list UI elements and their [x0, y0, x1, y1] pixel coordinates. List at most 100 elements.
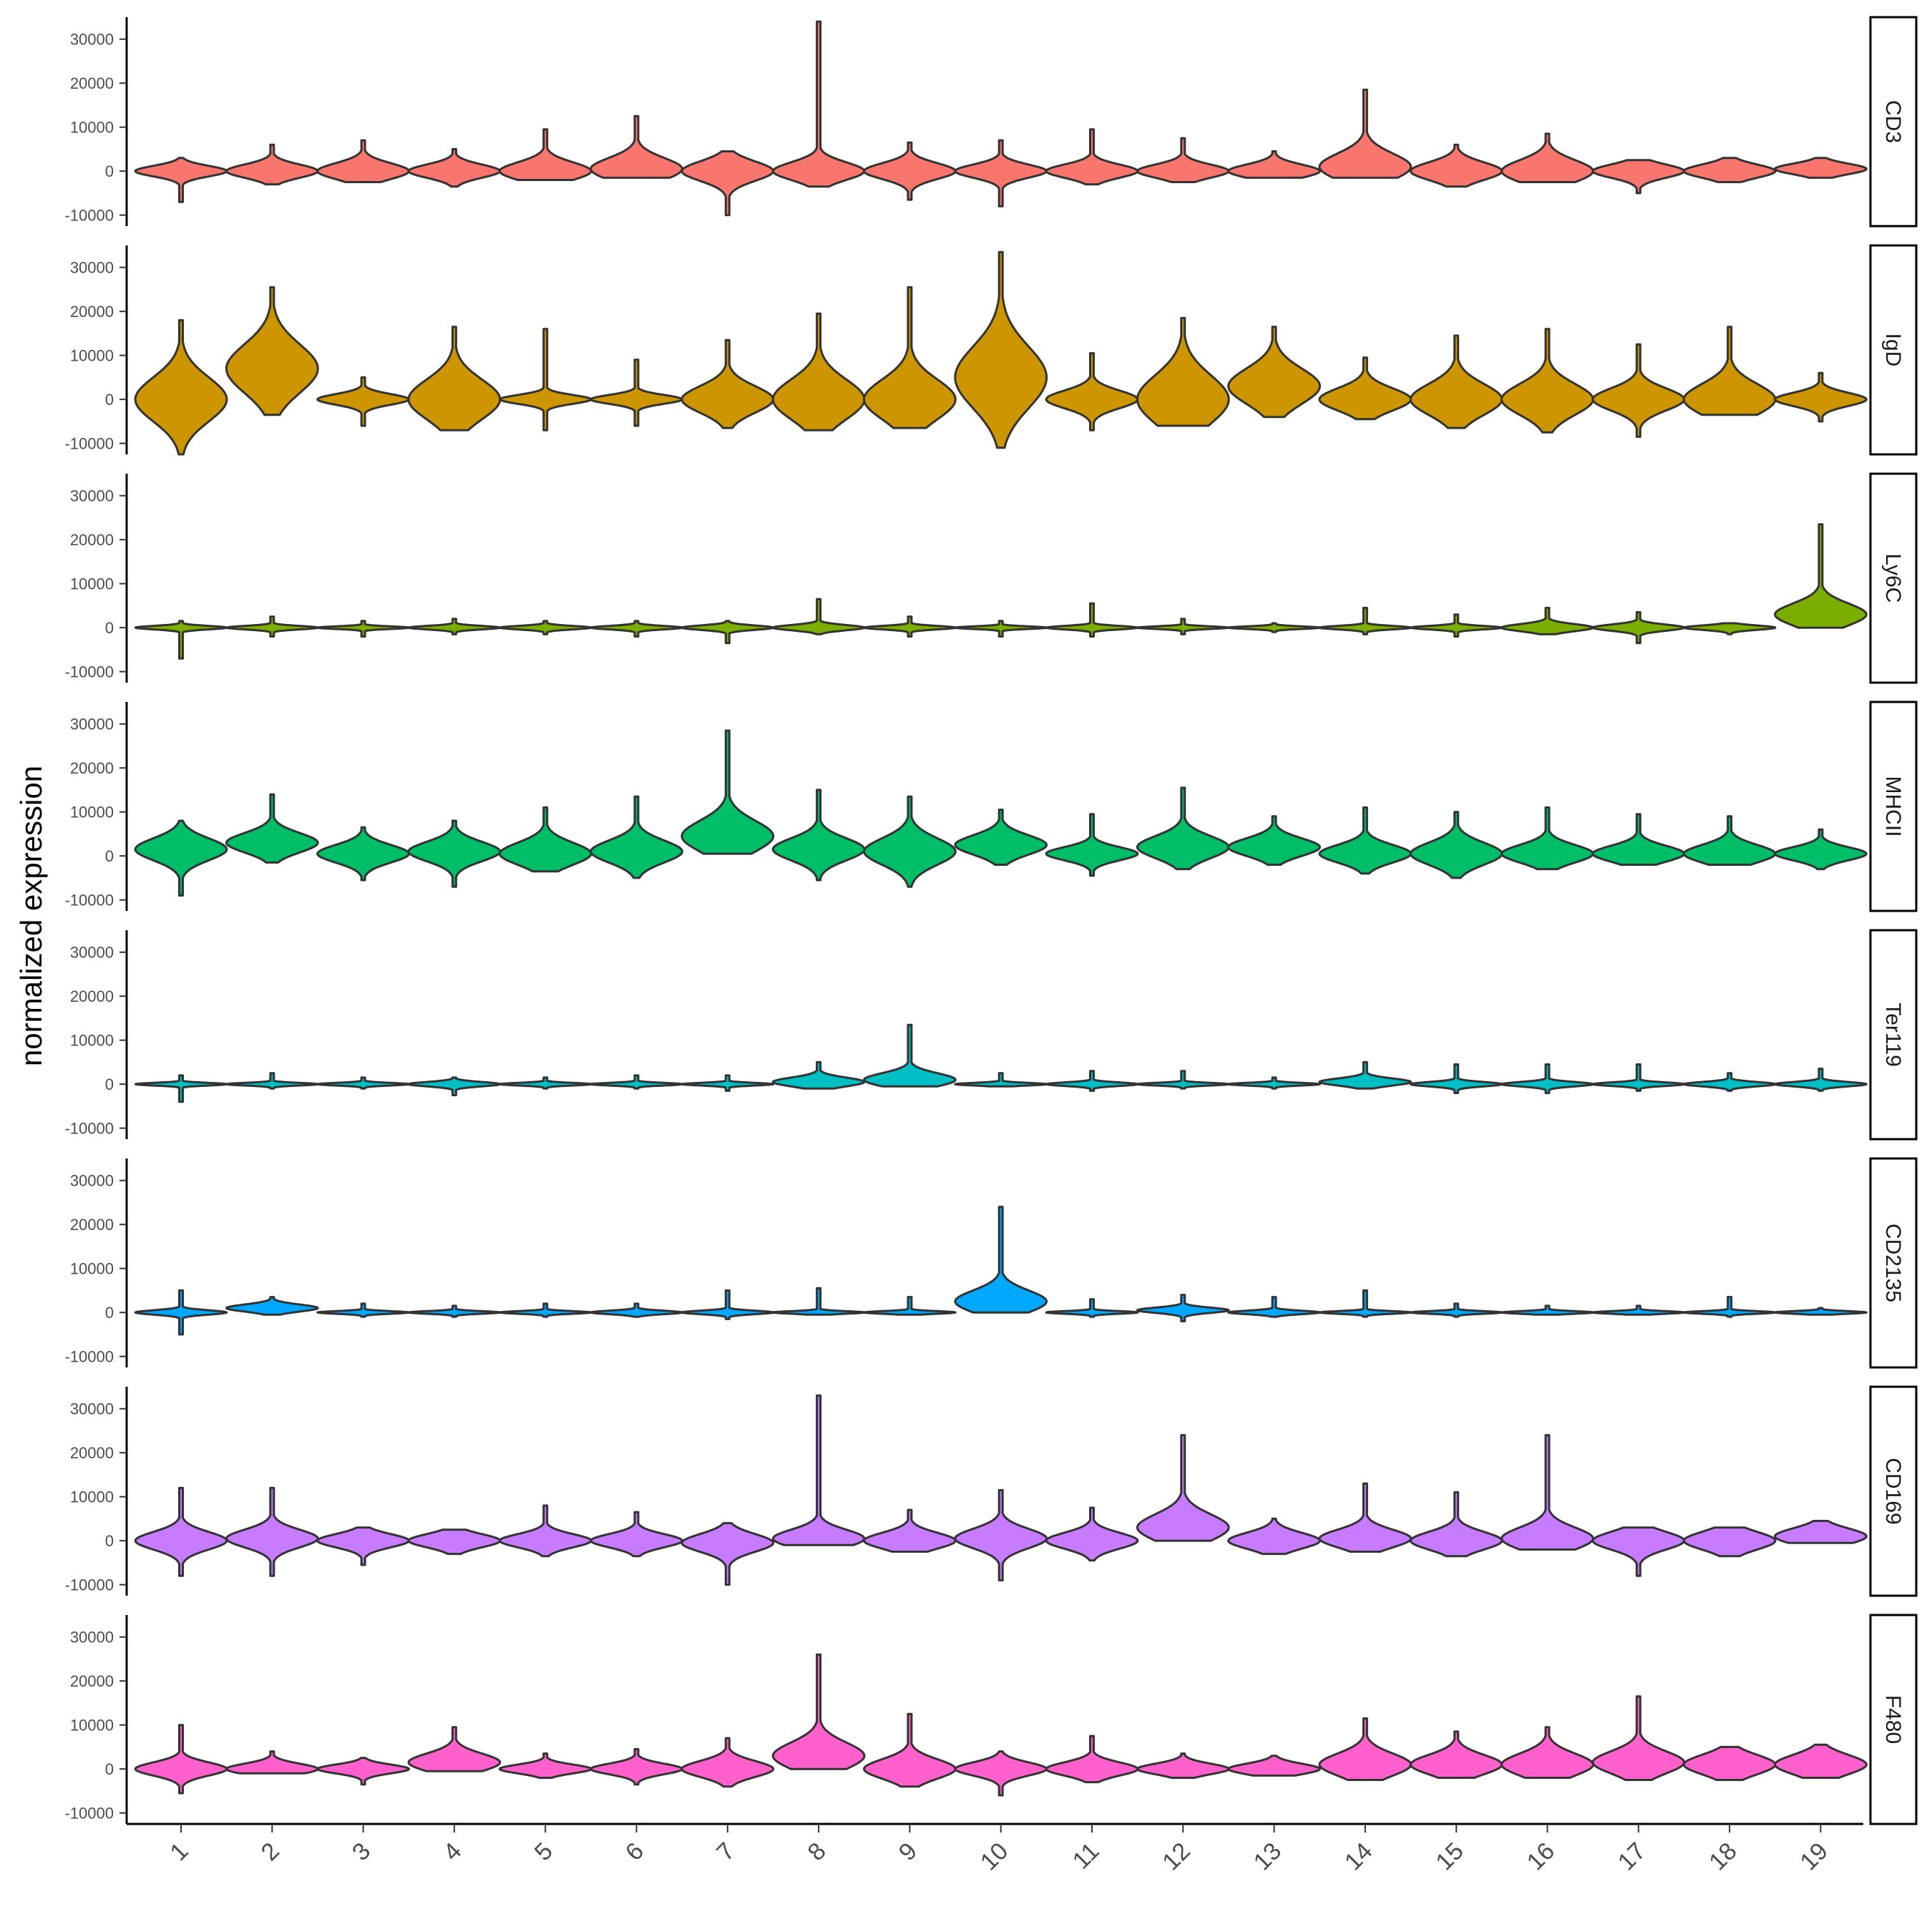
violin-cd169-19: [1774, 1520, 1868, 1544]
y-tick-label: 20000: [70, 987, 114, 1005]
facet-strip: [1869, 1385, 1918, 1597]
violin-ly6c-7: [680, 620, 775, 645]
violin-cd3-8: [772, 20, 866, 188]
violin-igd-10: [954, 250, 1048, 449]
violin-cd2135-7: [680, 1289, 774, 1320]
violin-igd-12: [1136, 316, 1230, 427]
violin-ly6c-8: [771, 597, 866, 635]
violin-cd2135-8: [771, 1287, 866, 1316]
violin-cd169-8: [772, 1394, 866, 1546]
y-tick-label: 0: [105, 847, 114, 865]
violin-cd3-16: [1501, 132, 1594, 183]
violin-ly6c-11: [1045, 602, 1139, 638]
violin-mhcii-1: [134, 819, 228, 897]
violin-mhcii-15: [1409, 811, 1503, 879]
violin-ter119-19: [1774, 1068, 1868, 1092]
x-tick-label: 8: [803, 1838, 831, 1866]
violin-cd3-18: [1682, 157, 1777, 183]
y-tick-label: 0: [105, 1532, 114, 1550]
facet-panel-cd169: -10000 0 10000 20000 30000 CD169: [64, 1385, 1918, 1597]
violin-cd3-10: [954, 139, 1048, 208]
violin-ter119-17: [1591, 1063, 1686, 1092]
violin-cd2135-17: [1591, 1304, 1686, 1316]
violin-cd3-11: [1045, 128, 1139, 186]
violin-f480-18: [1682, 1745, 1777, 1781]
violin-igd-14: [1318, 356, 1413, 421]
violin-igd-17: [1591, 343, 1686, 438]
y-tick-label: 0: [105, 1760, 114, 1778]
violin-ly6c-12: [1136, 618, 1230, 635]
violin-igd-18: [1682, 326, 1777, 416]
violin-ly6c-16: [1501, 607, 1594, 635]
violin-cd3-7: [680, 150, 775, 217]
x-tick-label: 13: [1249, 1838, 1287, 1876]
facet-strip-label: Ly6C: [1881, 554, 1905, 603]
facet-panel-ter119: -10000 0 10000 20000 30000 Ter119: [64, 929, 1918, 1141]
y-tick-label: 30000: [70, 1172, 114, 1190]
violin-ter119-9: [863, 1023, 957, 1088]
violin-ly6c-6: [590, 620, 683, 638]
violin-mhcii-13: [1227, 815, 1321, 866]
y-tick-label: 10000: [70, 1717, 114, 1735]
y-tick-label: -10000: [64, 1576, 114, 1594]
y-tick-label: 0: [105, 619, 114, 637]
facet-strip: [1869, 1157, 1918, 1369]
violin-ter119-16: [1501, 1063, 1594, 1094]
violin-cd169-9: [863, 1508, 957, 1553]
violin-cd2135-11: [1045, 1298, 1139, 1318]
violin-igd-6: [590, 358, 683, 427]
facet-strip: [1869, 701, 1918, 912]
violin-cd169-18: [1682, 1526, 1777, 1558]
violin-ly6c-9: [863, 615, 957, 638]
facet-strip-label: CD169: [1881, 1458, 1905, 1524]
violin-f480-7: [680, 1737, 775, 1788]
y-tick-label: 30000: [70, 1400, 114, 1418]
violin-cd3-9: [863, 141, 957, 201]
violin-mhcii-7: [680, 729, 775, 855]
violin-cd169-2: [225, 1486, 319, 1577]
violin-ter119-8: [771, 1060, 866, 1090]
violin-f480-10: [954, 1750, 1048, 1797]
y-tick-label: -10000: [64, 435, 114, 453]
x-tick-label: 19: [1795, 1838, 1833, 1876]
violin-cd169-7: [680, 1522, 775, 1586]
violin-mhcii-4: [407, 819, 502, 888]
facet-strip: [1869, 472, 1918, 684]
violin-ly6c-5: [498, 620, 592, 635]
y-tick-label: 30000: [70, 944, 114, 962]
y-tick-label: 20000: [70, 1216, 114, 1234]
violin-cd2135-16: [1501, 1304, 1594, 1316]
x-tick-label: 4: [438, 1838, 467, 1866]
violin-f480-12: [1136, 1752, 1230, 1779]
facet-strip-label: F480: [1881, 1695, 1905, 1744]
violin-mhcii-2: [225, 793, 319, 864]
violin-cd2135-10: [954, 1206, 1048, 1314]
violin-cd3-3: [316, 139, 410, 183]
x-tick-label: 10: [975, 1838, 1014, 1876]
x-tick-label: 3: [347, 1838, 376, 1866]
violin-cd169-4: [407, 1528, 502, 1556]
violin-f480-14: [1318, 1717, 1413, 1781]
facet-strip: [1869, 16, 1918, 228]
violin-f480-3: [316, 1757, 410, 1786]
violin-f480-6: [590, 1748, 683, 1786]
violin-ly6c-15: [1409, 613, 1503, 638]
violin-f480-2: [225, 1750, 319, 1775]
violin-cd3-1: [134, 157, 228, 203]
violin-cd2135-14: [1318, 1289, 1413, 1318]
facet-strip-label: MHCII: [1881, 776, 1905, 837]
violin-mhcii-9: [863, 795, 957, 888]
violin-cd3-4: [407, 147, 502, 188]
y-tick-label: 30000: [70, 1629, 114, 1646]
violin-cd169-10: [954, 1489, 1048, 1581]
violin-f480-4: [407, 1726, 502, 1772]
violin-cd169-3: [316, 1526, 410, 1566]
x-tick-label: 9: [894, 1838, 922, 1866]
violin-ly6c-18: [1682, 622, 1777, 635]
violin-igd-16: [1501, 328, 1594, 434]
violin-igd-13: [1227, 326, 1321, 419]
facet-panel-cd2135: -10000 0 10000 20000 30000 CD2135: [64, 1157, 1918, 1369]
y-tick-label: 20000: [70, 74, 114, 92]
violin-mhcii-11: [1045, 813, 1139, 877]
